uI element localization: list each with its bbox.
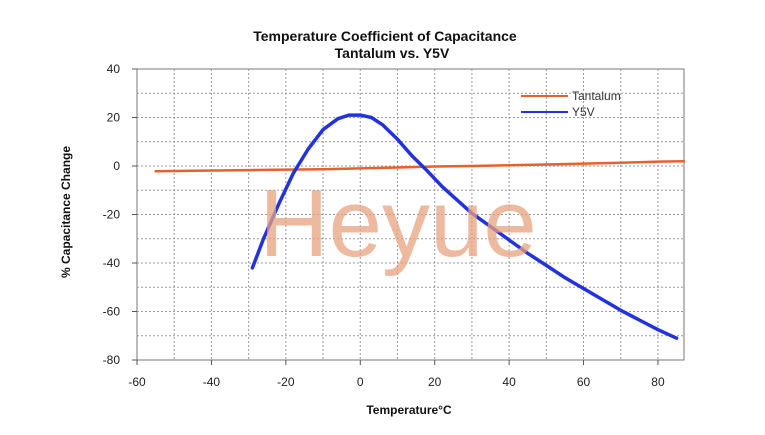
x-tick-label: 40: [502, 375, 516, 389]
x-tick-label: -60: [128, 375, 146, 389]
y-axis-label: % Capacitance Change: [59, 146, 73, 278]
y-tick-label: 20: [107, 111, 121, 125]
legend-label-y5v: Y5V: [572, 105, 595, 119]
watermark: Heyue: [259, 170, 537, 277]
axis-ticks: -60 -40 -20 0 20 40 60 80 40 20 0 -20 -40 -60 -80: [103, 62, 665, 389]
series-line-tantalum: [154, 159, 686, 173]
chart-title: Temperature Coefficient of Capacitance: [253, 28, 517, 44]
x-tick-label: 60: [577, 375, 591, 389]
x-tick-label: 80: [651, 375, 665, 389]
y-tick-label: -20: [103, 208, 121, 222]
x-tick-label: 0: [357, 375, 364, 389]
y-tick-label: -80: [103, 353, 121, 367]
y-tick-label: -60: [103, 305, 121, 319]
chart-subtitle: Tantalum vs. Y5V: [335, 45, 450, 61]
x-tick-label: -40: [203, 375, 221, 389]
y-tick-label: 0: [113, 159, 120, 173]
y-tick-label: -40: [103, 256, 121, 270]
series-line-y5v: [250, 113, 679, 340]
legend: Tantalum Y5V: [521, 89, 621, 119]
series-lines: [154, 113, 686, 340]
x-tick-label: -20: [277, 375, 295, 389]
x-tick-label: 20: [428, 375, 442, 389]
legend-label-tantalum: Tantalum: [572, 89, 621, 103]
y-tick-label: 40: [107, 62, 121, 76]
x-axis-label: Temperature°C: [366, 403, 452, 417]
